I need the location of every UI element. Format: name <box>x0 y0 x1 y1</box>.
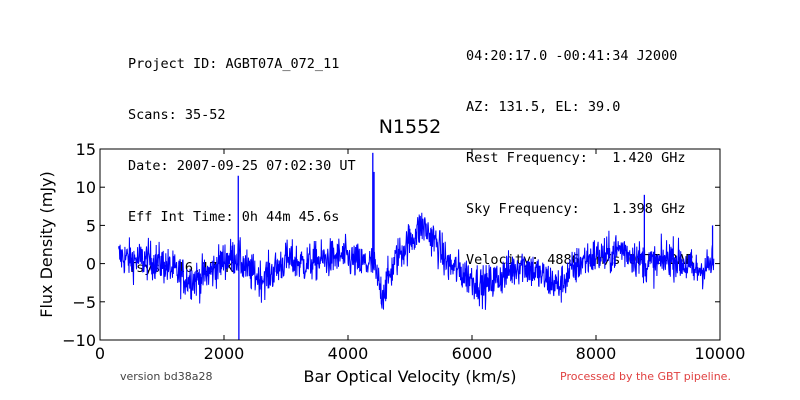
x-axis-label: Bar Optical Velocity (km/s) <box>304 367 517 386</box>
x-tick-label: 10000 <box>695 344 746 363</box>
y-tick-label: 10 <box>76 178 96 197</box>
series-layer <box>118 152 715 340</box>
y-tick-label: −10 <box>62 331 96 350</box>
spectrum-line <box>118 212 715 310</box>
project-id-text: Project ID: AGBT07A_072_11 <box>128 56 340 72</box>
x-axis: 0 2000 4000 6000 8000 10000 <box>95 149 746 363</box>
y-tick-label: 0 <box>86 255 96 274</box>
scans-text: Scans: 35-52 <box>128 107 226 123</box>
x-tick-label: 0 <box>95 344 105 363</box>
y-tick-label: 5 <box>86 216 96 235</box>
y-axis-label: Flux Density (mJy) <box>37 171 56 318</box>
pipeline-text: Processed by the GBT pipeline. <box>560 370 731 383</box>
y-tick-label: 15 <box>76 140 96 159</box>
x-tick-label: 4000 <box>328 344 369 363</box>
coordinates-text: 04:20:17.0 -00:41:34 J2000 <box>466 48 678 64</box>
x-tick-label: 6000 <box>452 344 493 363</box>
y-tick-label: −5 <box>72 293 96 312</box>
rest-frequency-text: Rest Frequency: 1.420 GHz <box>466 150 686 166</box>
header-observation-info: Project ID: AGBT07A_072_11 Scans: 35-52 … <box>128 22 356 294</box>
x-tick-label: 2000 <box>204 344 245 363</box>
plot-frame <box>99 148 721 341</box>
az-el-text: AZ: 131.5, EL: 39.0 <box>466 99 621 115</box>
chart-title: N1552 <box>379 116 442 138</box>
x-tick-label: 8000 <box>576 344 617 363</box>
version-text: version bd38a28 <box>120 370 213 383</box>
y-axis: −10 −5 0 5 10 15 <box>62 140 720 350</box>
int-time-text: Eff Int Time: 0h 44m 45.6s <box>128 209 340 225</box>
sky-frequency-text: Sky Frequency: 1.398 GHz <box>466 201 686 217</box>
date-text: Date: 2007-09-25 07:02:30 UT <box>128 158 356 174</box>
